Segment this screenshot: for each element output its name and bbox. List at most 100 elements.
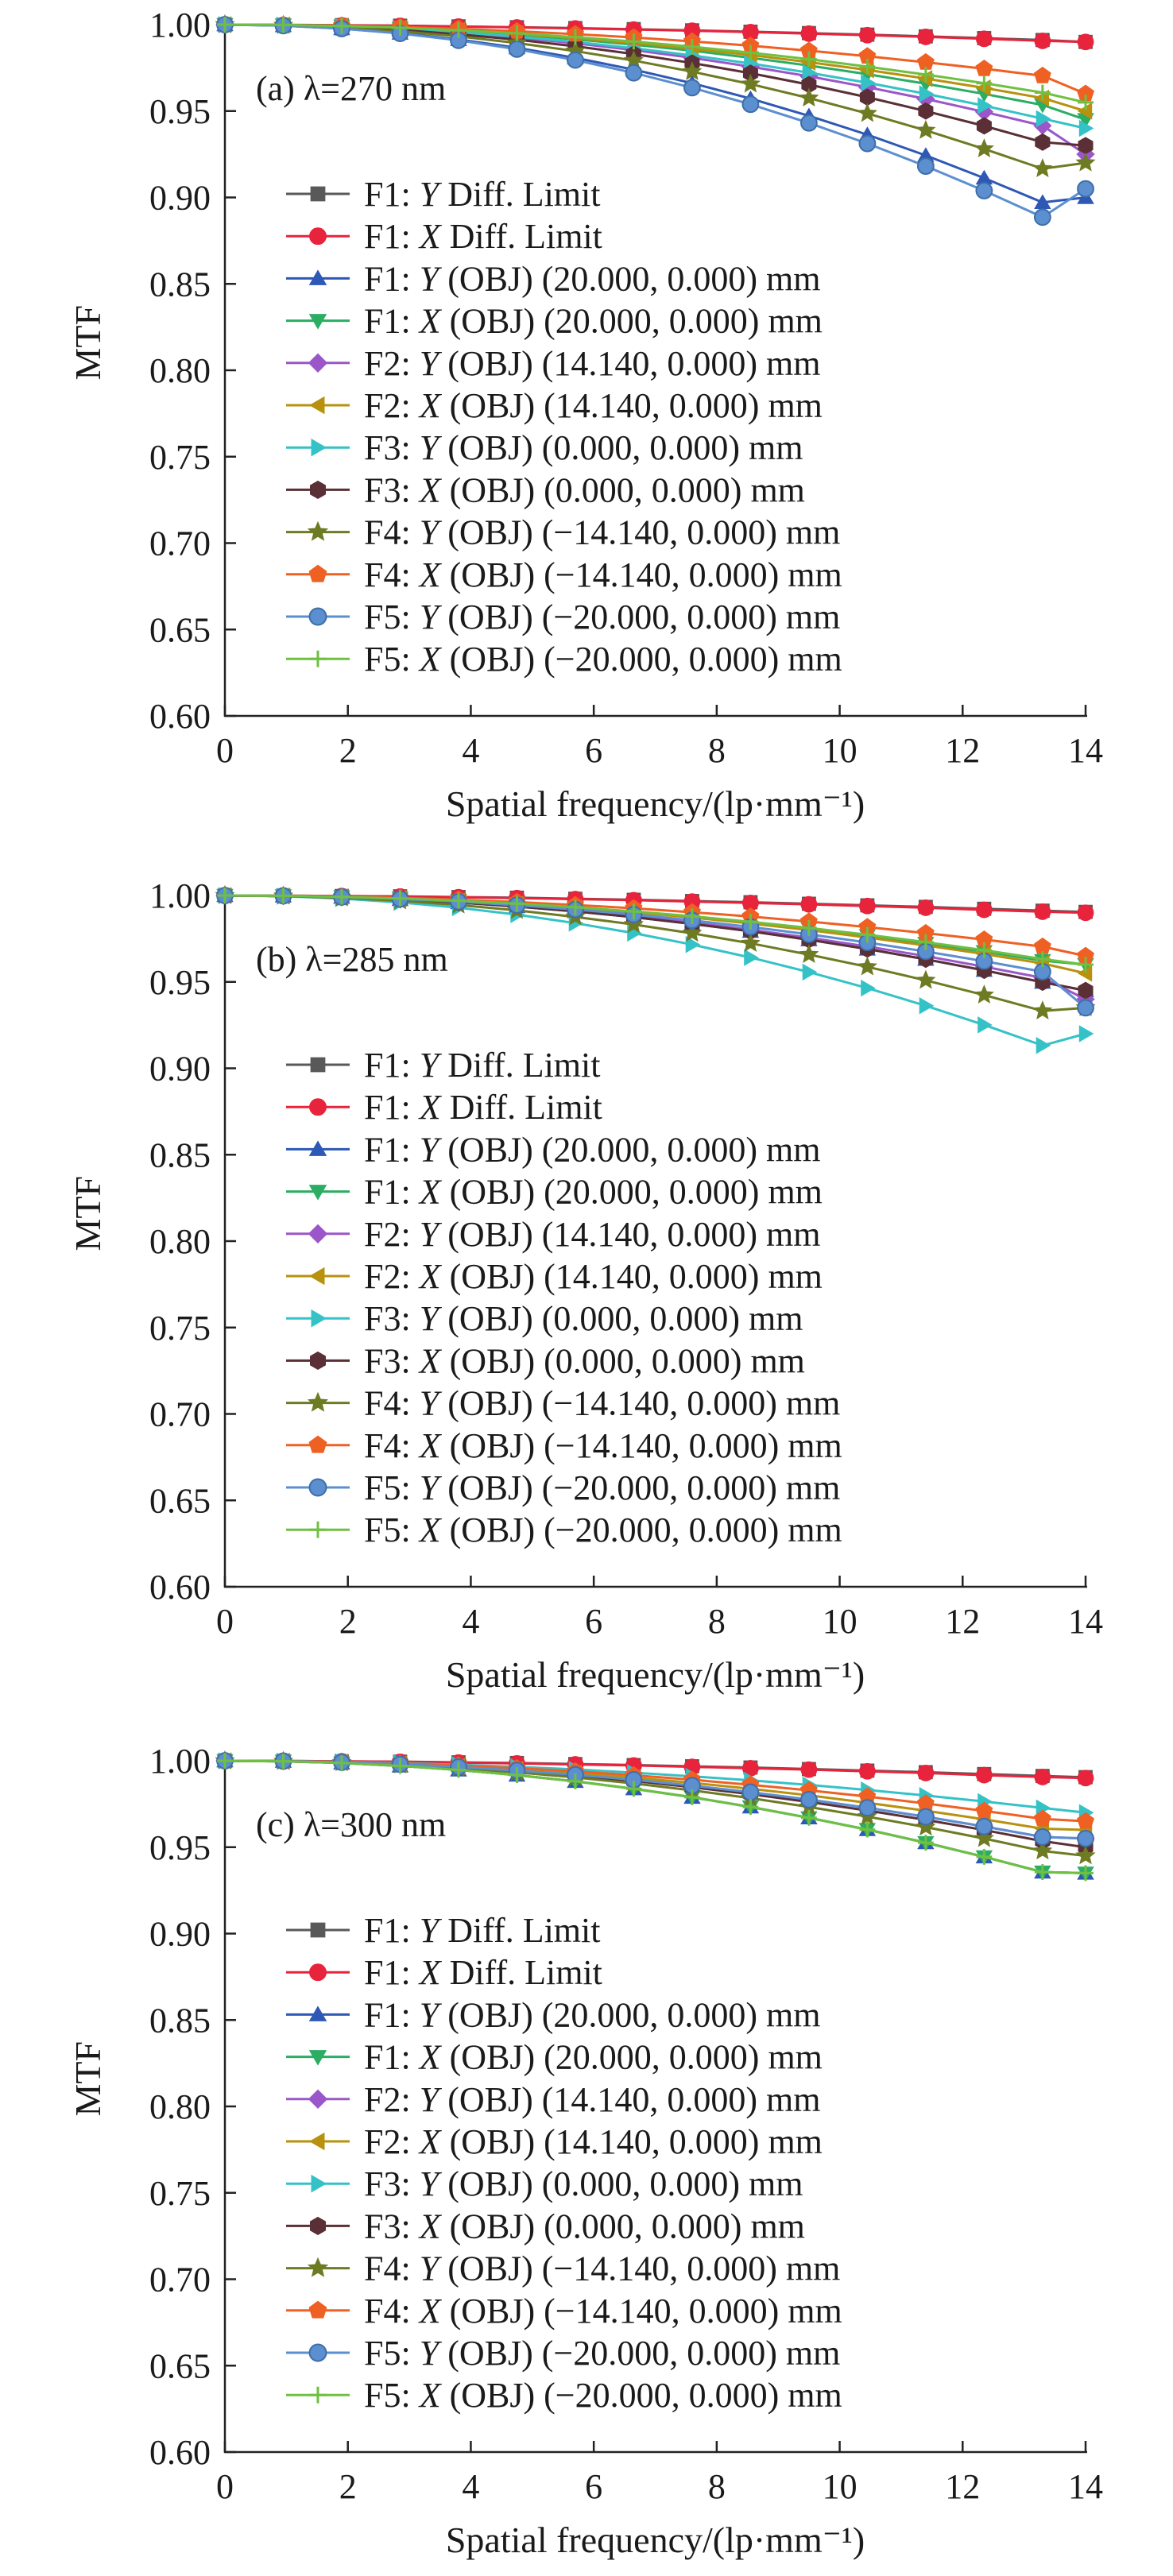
data-point bbox=[1078, 957, 1094, 973]
legend-item: F3: Y (OBJ) (0.000, 0.000) mm bbox=[286, 1299, 803, 1338]
legend-item: F1: Y Diff. Limit bbox=[286, 1911, 600, 1950]
legend-label: F1: Y (OBJ) (20.000, 0.000) mm bbox=[364, 259, 821, 298]
x-tick-label: 12 bbox=[945, 2467, 980, 2506]
data-point bbox=[334, 888, 350, 905]
x-tick-label: 6 bbox=[585, 2467, 602, 2506]
data-point bbox=[217, 888, 233, 903]
legend-item: F5: X (OBJ) (−20.000, 0.000) mm bbox=[286, 1510, 842, 1549]
data-point bbox=[1077, 1812, 1094, 1829]
data-point bbox=[975, 1817, 993, 1835]
y-tick-label: 0.70 bbox=[149, 2261, 211, 2299]
y-axis-label: MTF bbox=[68, 1176, 108, 1251]
x-tick-label: 8 bbox=[708, 2467, 726, 2506]
data-point bbox=[917, 66, 934, 83]
x-tick-label: 12 bbox=[945, 1602, 980, 1641]
legend-label: F1: Y Diff. Limit bbox=[364, 1911, 600, 1950]
data-point bbox=[858, 897, 876, 915]
data-point bbox=[1036, 110, 1051, 128]
legend-marker bbox=[308, 269, 327, 285]
x-tick-label: 4 bbox=[462, 2467, 479, 2506]
data-point bbox=[740, 933, 761, 952]
y-tick-label: 1.00 bbox=[149, 6, 211, 44]
data-point bbox=[685, 936, 701, 953]
legend-marker bbox=[308, 1140, 327, 1156]
legend-marker bbox=[308, 1224, 328, 1244]
legend-label: F1: X (OBJ) (20.000, 0.000) mm bbox=[364, 302, 823, 341]
legend-item: F3: X (OBJ) (0.000, 0.000) mm bbox=[286, 470, 805, 509]
x-tick-label: 2 bbox=[339, 1602, 357, 1641]
data-point bbox=[975, 1766, 993, 1784]
y-tick-label: 0.85 bbox=[149, 1135, 211, 1174]
legend-marker bbox=[309, 2132, 325, 2151]
data-point bbox=[975, 901, 993, 919]
data-point bbox=[1033, 1828, 1051, 1846]
data-point bbox=[509, 895, 525, 912]
data-point bbox=[917, 1765, 935, 1781]
data-point bbox=[858, 1762, 876, 1780]
y-tick-label: 0.60 bbox=[149, 2433, 211, 2472]
data-point bbox=[1078, 94, 1094, 110]
legend-label: F5: X (OBJ) (−20.000, 0.000) mm bbox=[364, 1510, 842, 1549]
data-point bbox=[917, 934, 934, 950]
legend-marker bbox=[310, 480, 326, 499]
series-line-12 bbox=[224, 894, 1086, 966]
legend-item: F4: X (OBJ) (−14.140, 0.000) mm bbox=[286, 555, 842, 594]
data-point bbox=[1034, 951, 1051, 967]
x-tick-label: 4 bbox=[462, 731, 479, 770]
data-point bbox=[684, 1789, 700, 1805]
x-tick-label: 2 bbox=[339, 731, 357, 770]
y-axis-label: MTF bbox=[68, 2041, 108, 2117]
legend-label: F3: Y (OBJ) (0.000, 0.000) mm bbox=[364, 428, 803, 467]
y-tick-label: 0.65 bbox=[149, 610, 211, 649]
data-point bbox=[861, 74, 876, 91]
x-tick-label: 6 bbox=[585, 1602, 602, 1641]
legend-label: F1: X (OBJ) (20.000, 0.000) mm bbox=[364, 2038, 823, 2077]
data-point bbox=[275, 888, 292, 904]
legend-marker bbox=[308, 2005, 327, 2021]
data-point bbox=[800, 895, 818, 913]
data-point bbox=[1034, 84, 1051, 101]
legend-label: F2: X (OBJ) (14.140, 0.000) mm bbox=[364, 386, 823, 425]
data-point bbox=[509, 25, 525, 41]
legend-item: F1: X (OBJ) (20.000, 0.000) mm bbox=[286, 1173, 823, 1212]
data-point bbox=[1077, 1829, 1094, 1847]
data-point bbox=[1032, 158, 1053, 178]
data-point bbox=[217, 17, 233, 33]
legend-item: F4: Y (OBJ) (−14.140, 0.000) mm bbox=[286, 1384, 840, 1423]
legend-item: F3: X (OBJ) (0.000, 0.000) mm bbox=[286, 2207, 805, 2245]
legend-marker bbox=[309, 1098, 327, 1116]
data-point bbox=[857, 102, 877, 122]
legend-item: F1: Y Diff. Limit bbox=[286, 1046, 600, 1085]
data-point bbox=[392, 890, 408, 907]
y-tick-label: 0.75 bbox=[149, 2174, 211, 2213]
x-tick-label: 10 bbox=[823, 1602, 857, 1641]
data-point bbox=[917, 29, 935, 45]
data-point bbox=[742, 44, 759, 61]
data-point bbox=[799, 1791, 818, 1808]
legend-label: F3: X (OBJ) (0.000, 0.000) mm bbox=[364, 470, 805, 509]
data-point bbox=[392, 1758, 408, 1774]
x-tick-label: 10 bbox=[823, 2467, 857, 2506]
data-point bbox=[1034, 33, 1051, 49]
legend-item: F2: Y (OBJ) (14.140, 0.000) mm bbox=[286, 1215, 821, 1254]
data-point bbox=[919, 85, 935, 102]
legend-marker bbox=[308, 314, 327, 330]
legend-marker bbox=[309, 396, 325, 415]
data-point bbox=[800, 1809, 817, 1826]
data-point bbox=[451, 1762, 466, 1778]
legend-item: F4: X (OBJ) (−14.140, 0.000) mm bbox=[286, 1426, 842, 1465]
data-point bbox=[1078, 119, 1094, 137]
x-tick-label: 14 bbox=[1068, 2467, 1103, 2506]
data-point bbox=[275, 1753, 292, 1770]
data-point bbox=[975, 182, 993, 199]
y-axis-label: MTF bbox=[68, 305, 108, 381]
chart-panel-1: 0.60 0.65 0.70 0.75 0.80 0.85 0.90 0.95 1.00 0 2 4 6… bbox=[68, 6, 1103, 824]
x-tick-label: 0 bbox=[216, 1602, 234, 1641]
legend-marker bbox=[307, 520, 329, 541]
data-point bbox=[857, 956, 877, 976]
data-point bbox=[567, 1773, 583, 1789]
data-point bbox=[625, 33, 642, 50]
legend-item: F2: X (OBJ) (14.140, 0.000) mm bbox=[286, 2122, 823, 2161]
legend-marker bbox=[308, 2343, 327, 2362]
